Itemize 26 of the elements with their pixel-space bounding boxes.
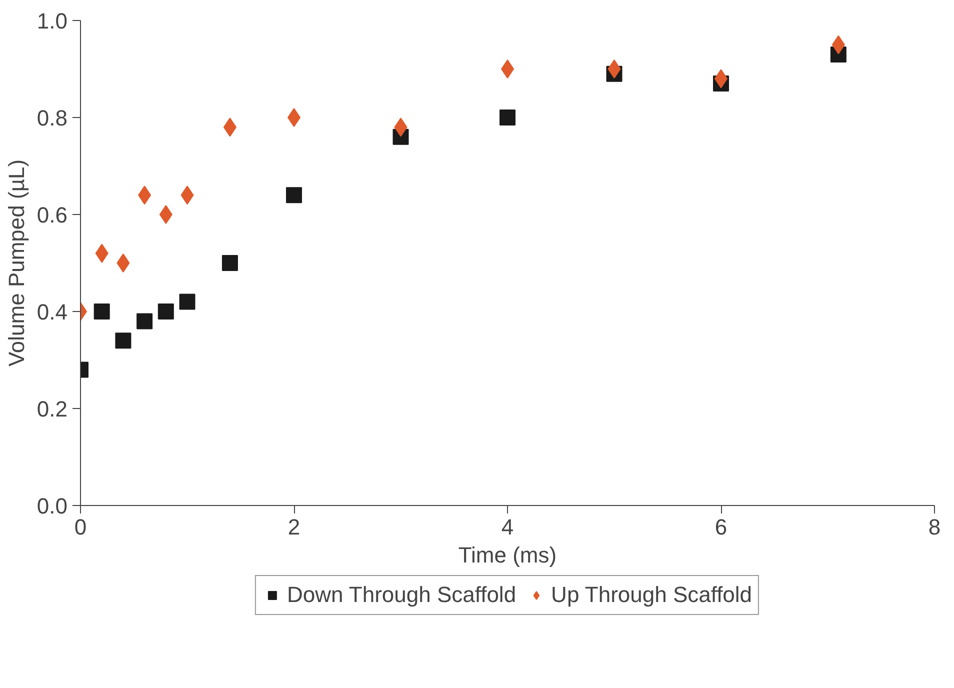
point bbox=[286, 187, 302, 204]
y-tick-label: 0.0 bbox=[36, 494, 68, 518]
x-tick-label: 6 bbox=[714, 514, 728, 540]
point bbox=[159, 205, 172, 224]
point bbox=[179, 294, 196, 310]
y-tick-label: 0.8 bbox=[36, 106, 68, 130]
y-tick-label: 0.6 bbox=[36, 202, 68, 228]
x-tick-label: 4 bbox=[501, 514, 514, 540]
point bbox=[222, 255, 238, 271]
x-tick-label: 8 bbox=[928, 514, 941, 540]
point bbox=[116, 254, 130, 272]
x-tick-label: 2 bbox=[288, 514, 300, 540]
legend-label: Down Through Scaffold bbox=[286, 582, 516, 608]
y-axis-title: Volume Pumped (µL) bbox=[4, 159, 29, 367]
y-tick-label: 1.0 bbox=[36, 8, 68, 34]
y-tick-label: 0.4 bbox=[36, 300, 68, 324]
point bbox=[500, 110, 516, 126]
point bbox=[115, 332, 132, 349]
point bbox=[136, 313, 153, 330]
y-tick-label: 0.2 bbox=[36, 396, 68, 422]
x-tick-label: 0 bbox=[74, 514, 87, 540]
point bbox=[94, 304, 110, 320]
point bbox=[608, 60, 621, 78]
legend-label: Up Through Scaffold bbox=[551, 582, 752, 608]
x-axis-title: Time (ms) bbox=[458, 542, 557, 568]
point bbox=[158, 304, 174, 320]
